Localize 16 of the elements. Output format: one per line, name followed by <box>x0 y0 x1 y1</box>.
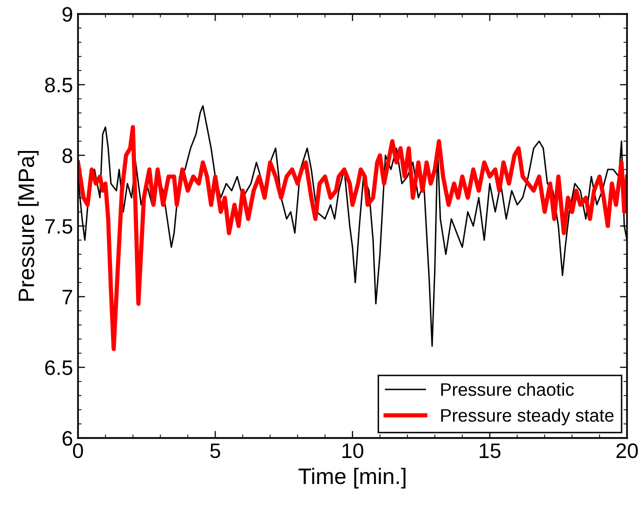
legend-label: Pressure chaotic <box>441 382 574 396</box>
y-tick-label: 8 <box>62 148 72 164</box>
y-tick-label: 9 <box>62 7 72 22</box>
legend-label: Pressure steady state <box>441 408 614 426</box>
y-tick-label: 6 <box>62 431 72 446</box>
y-tick-label: 8.5 <box>45 78 72 92</box>
x-tick-label: 20 <box>616 443 638 458</box>
y-tick-label: 7 <box>62 290 72 304</box>
x-axis-title: Time [min.] <box>298 468 406 489</box>
y-tick-label: 6.5 <box>45 360 72 376</box>
y-axis-title: Pressure [MPa] <box>18 151 39 301</box>
x-tick-label: 0 <box>73 443 83 458</box>
x-tick-label: 15 <box>480 444 500 458</box>
x-tick-label: 5 <box>210 444 220 458</box>
x-tick-label: 10 <box>342 443 364 458</box>
y-tick-label: 7.5 <box>45 219 72 234</box>
